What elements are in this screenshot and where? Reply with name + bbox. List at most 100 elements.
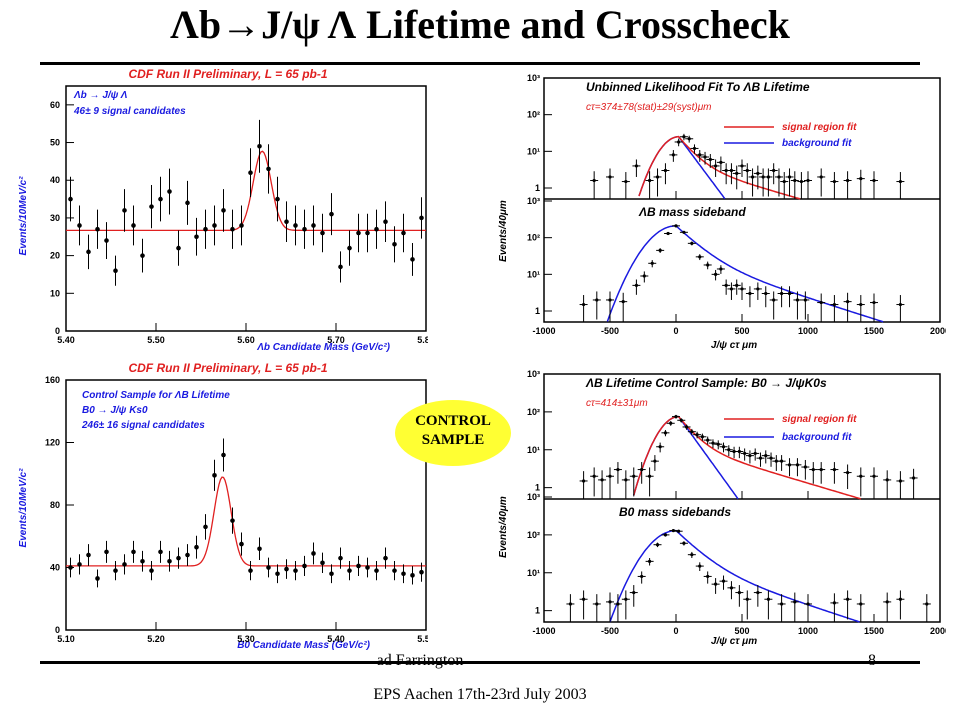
data-point [608,298,612,302]
data-point [616,467,620,472]
data-point [203,524,208,530]
legend-signal: signal region fit [782,414,857,425]
data-point [719,267,723,271]
x-tick-label: 0 [673,626,678,636]
x-tick-label: 2000 [930,326,946,336]
data-point [811,467,815,472]
data-point [795,463,800,467]
data-point [690,241,694,245]
legend-background: background fit [782,432,852,443]
data-point [167,189,172,194]
data-point [302,226,307,232]
footer-event: EPS Aachen 17th-23rd July 2003 [373,686,587,703]
data-point [756,287,760,291]
data-point [616,602,620,606]
x-tick-label: 5.70 [327,335,345,345]
data-point [714,272,718,276]
data-point [745,597,749,601]
data-point [293,568,298,573]
data-point [724,168,728,173]
data-point [239,223,244,228]
data-point [275,571,280,577]
y-tick-label: 30 [50,213,60,223]
y-tick-label: 10² [527,407,540,417]
annotation-signal: 46± 9 signal candidates [73,106,186,117]
y-tick-label: 10³ [527,73,540,83]
data-point [176,555,181,561]
y-tick-label: 10¹ [527,146,540,156]
data-point [682,541,686,545]
data-point [748,454,752,458]
data-point [663,533,668,537]
data-point [819,467,823,472]
data-point [374,226,379,232]
data-point [347,568,352,573]
data-point [764,291,768,296]
data-point [329,571,334,577]
data-point [68,565,73,570]
data-point [669,421,673,425]
x-tick-label: 5.50 [147,335,165,345]
b0-mass-chart: CDF Run II Preliminary, L = 65 pb-1 Cont… [18,361,428,650]
data-point [766,175,770,179]
data-point [780,602,784,606]
data-point [266,166,271,172]
data-point [401,230,406,236]
data-point [716,442,720,446]
data-point [257,144,262,149]
data-point [221,208,226,213]
data-point [329,211,334,217]
chart-title: Unbinned Likelihood Fit To ΛB Lifetime [586,80,810,94]
data-point [674,415,678,419]
data-point [149,568,154,573]
data-point [365,230,370,236]
data-point [140,558,145,564]
data-point [221,452,226,458]
y-tick-label: 120 [45,438,60,448]
data-point [706,263,710,267]
data-point [113,268,118,273]
data-point [774,459,778,463]
data-point [131,223,136,228]
signal-fit-curve [638,135,801,200]
data-point [624,179,628,184]
x-axis-label: Λb Candidate Mass (GeV/c²) [256,342,390,353]
footer-author: ad Farrington [376,652,464,669]
data-point [724,283,728,287]
data-point [819,300,823,305]
data-point [608,474,612,478]
y-tick-label: 10² [527,530,540,540]
data-point [714,164,718,168]
y-tick-label: 10 [50,288,60,298]
data-point [68,196,73,202]
y-tick-label: 50 [50,138,60,148]
data-point [925,602,929,606]
y-tick-label: 10³ [527,369,540,379]
x-tick-label: 1500 [864,626,884,636]
data-point [230,226,235,232]
x-tick-label: 1500 [864,326,884,336]
data-point [632,590,636,595]
lambda-lifetime-chart: Unbinned Likelihood Fit To ΛB Lifetime c… [498,73,946,351]
x-tick-label: 5.30 [237,634,255,644]
data-point [859,602,863,606]
fit-curve [66,476,426,567]
data-point [650,261,654,265]
data-point [769,456,773,460]
data-point [655,175,660,179]
y-tick-label: 60 [50,100,60,110]
data-point [872,178,876,183]
page-number: 8 [868,652,876,669]
data-point [640,467,644,472]
data-point [711,441,715,445]
data-point [743,451,747,456]
data-point [149,204,154,209]
x-tick-label: 1000 [798,326,818,336]
data-point [787,175,792,179]
data-point [648,474,652,478]
control-sample-badge: CONTROL SAMPLE [395,400,511,466]
data-point [642,274,646,278]
data-point [756,590,760,595]
b0-lifetime-chart: ΛB Lifetime Control Sample: B0 → J/ψK0s … [498,369,946,647]
y-tick-label: 40 [50,175,60,185]
